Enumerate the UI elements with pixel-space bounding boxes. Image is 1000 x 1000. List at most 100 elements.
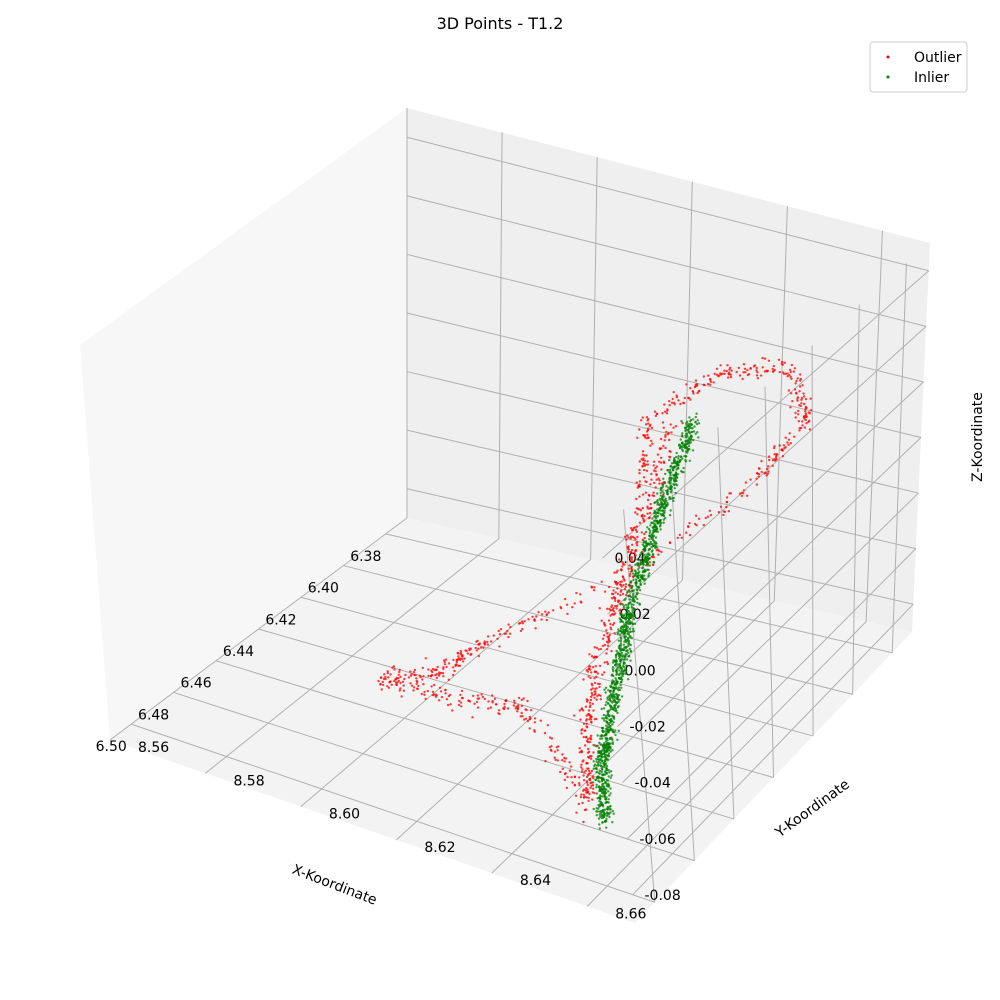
outlier-point (592, 751, 595, 754)
inlier-point (627, 633, 631, 636)
outlier-point (415, 682, 418, 685)
outlier-point (742, 371, 745, 374)
outlier-point (767, 455, 771, 458)
outlier-point (790, 363, 794, 367)
outlier-point (788, 432, 791, 435)
outlier-point (586, 783, 589, 787)
outlier-point (789, 370, 792, 374)
outlier-point (746, 368, 749, 372)
inlier-point (624, 616, 627, 619)
outlier-point (719, 364, 722, 367)
inlier-point (650, 545, 653, 549)
outlier-point (622, 583, 625, 587)
outlier-point (517, 622, 521, 625)
inlier-point (688, 441, 691, 444)
outlier-point (607, 635, 610, 638)
outlier-point (422, 683, 425, 686)
inlier-point (604, 686, 608, 689)
outlier-point (702, 375, 705, 378)
outlier-point (658, 549, 661, 553)
outlier-point (638, 472, 641, 475)
outlier-point (526, 699, 529, 703)
z-grid-back (622, 492, 919, 784)
outlier-point (636, 513, 639, 516)
inlier-point (595, 757, 598, 761)
outlier-point (445, 665, 448, 669)
outlier-point (706, 515, 710, 518)
inlier-point (672, 478, 676, 482)
outlier-point (694, 522, 697, 526)
inlier-point (653, 509, 656, 512)
outlier-point (416, 680, 419, 683)
outlier-point (744, 481, 748, 484)
back-pane (407, 108, 930, 632)
inlier-point (669, 491, 673, 494)
inlier-point (599, 789, 603, 793)
outlier-point (652, 556, 656, 559)
outlier-point (566, 775, 569, 779)
inlier-point (675, 455, 678, 459)
outlier-point (609, 622, 612, 626)
outlier-point (559, 605, 562, 609)
outlier-point (517, 704, 520, 707)
inlier-point (637, 579, 641, 582)
outlier-point (613, 632, 616, 635)
inlier-point (603, 795, 607, 798)
inlier-point (653, 519, 656, 523)
inlier-point (656, 519, 659, 522)
outlier-point (486, 640, 489, 644)
inlier-point (652, 528, 656, 531)
outlier-point (585, 791, 588, 794)
inlier-point (646, 568, 649, 571)
outlier-point (592, 743, 595, 747)
inlier-point (634, 595, 637, 599)
outlier-point (433, 683, 436, 687)
inlier-point (610, 727, 613, 731)
x-axis-label: X-Koordinate (290, 862, 379, 909)
outlier-point (568, 769, 572, 772)
inlier-point (617, 676, 620, 680)
outlier-point (605, 652, 608, 655)
inlier-point (643, 582, 646, 585)
outlier-point (497, 629, 500, 633)
inlier-point (615, 673, 618, 676)
outlier-point (580, 793, 583, 796)
outlier-point (623, 535, 627, 538)
inlier-point (627, 651, 630, 655)
outlier-point (658, 479, 661, 482)
outlier-point (627, 567, 630, 570)
outlier-point (617, 600, 620, 604)
outlier-point (582, 735, 585, 739)
outlier-point (540, 613, 544, 616)
outlier-point (403, 677, 406, 681)
inlier-point (668, 468, 672, 472)
left-pane (80, 108, 407, 740)
outlier-point (645, 416, 649, 419)
outlier-point (607, 619, 611, 622)
inlier-point (620, 651, 624, 655)
outlier-point (760, 470, 763, 474)
inlier-point (598, 780, 601, 783)
outlier-point (589, 716, 592, 719)
inlier-point (619, 659, 622, 663)
inlier-point (611, 668, 614, 671)
inlier-point (632, 627, 635, 631)
outlier-point (788, 368, 792, 372)
inlier-point (658, 506, 661, 510)
outlier-point (492, 634, 495, 637)
outlier-point (648, 511, 652, 515)
outlier-point (666, 433, 670, 436)
inlier-point (618, 633, 622, 636)
inlier-point (598, 758, 601, 761)
outlier-point (675, 394, 678, 397)
outlier-point (689, 398, 692, 401)
inlier-point (629, 659, 632, 662)
inlier-point (616, 666, 620, 669)
inlier-point (642, 578, 645, 581)
inlier-point (645, 553, 648, 556)
outlier-point (519, 629, 523, 633)
inlier-point (624, 628, 627, 631)
inlier-point (642, 541, 646, 544)
inlier-point (656, 501, 659, 504)
legend: Outlier Inlier (869, 41, 968, 93)
